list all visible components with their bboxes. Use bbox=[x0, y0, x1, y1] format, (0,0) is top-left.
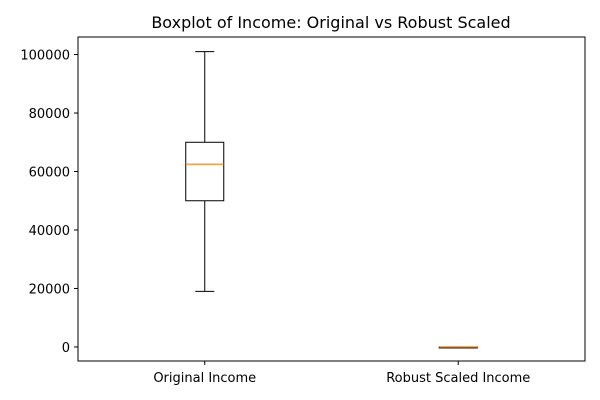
y-tick-label: 100000 bbox=[20, 49, 70, 64]
y-tick-label: 40000 bbox=[29, 224, 70, 239]
chart-title: Boxplot of Income: Original vs Robust Sc… bbox=[151, 13, 510, 32]
x-tick-label: Original Income bbox=[153, 371, 256, 386]
plot-area: 0 20000 40000 60000 80000 100000 Original Inco… bbox=[20, 49, 530, 386]
box-iqr bbox=[185, 141, 225, 202]
y-tick-label: 0 bbox=[62, 341, 70, 356]
x-tick-label: Robust Scaled Income bbox=[386, 371, 530, 386]
y-tick-label: 80000 bbox=[29, 107, 70, 122]
y-tick-label: 20000 bbox=[29, 282, 70, 297]
y-tick-label: 60000 bbox=[29, 166, 70, 181]
axes-frame bbox=[77, 36, 586, 362]
